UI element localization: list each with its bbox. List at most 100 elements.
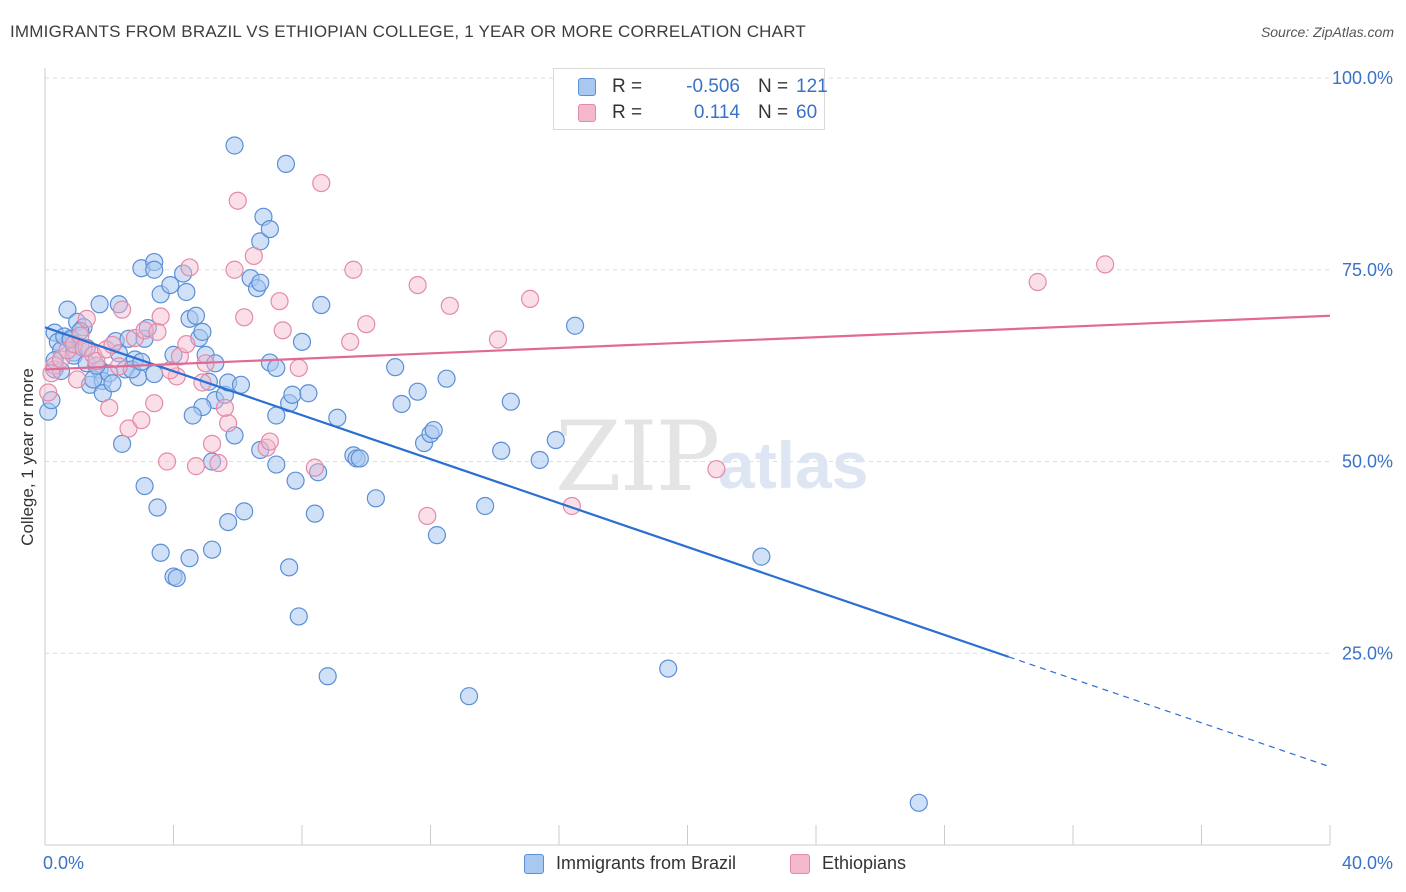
brazil-point bbox=[186, 306, 206, 325]
ethiopians-point bbox=[357, 315, 376, 334]
brazil-point bbox=[501, 392, 520, 411]
legend-r-label: R = bbox=[612, 76, 643, 97]
trendlines bbox=[44, 314, 1331, 768]
brazil-point bbox=[235, 502, 254, 521]
ethiopians-point bbox=[228, 191, 247, 210]
brazil-point bbox=[199, 372, 218, 391]
brazil-point bbox=[312, 295, 331, 315]
correlation-legend: R = -0.506 N = 121 R = 0.114 N = 60 bbox=[553, 68, 828, 130]
y-tick-label: 100.0% bbox=[1332, 68, 1393, 88]
brazil-point bbox=[145, 364, 164, 384]
y-tick-label: 50.0% bbox=[1342, 452, 1393, 472]
brazil-point bbox=[305, 504, 324, 523]
bottom-legend-swatch-brazil bbox=[524, 854, 544, 874]
x-tick-label: 40.0% bbox=[1342, 853, 1393, 873]
brazil-point bbox=[437, 369, 456, 388]
ethiopians-point bbox=[202, 434, 222, 453]
brazil-point bbox=[145, 260, 164, 279]
ethiopians-point bbox=[408, 275, 427, 295]
brazil-point bbox=[267, 455, 286, 474]
ethiopians-point bbox=[151, 307, 170, 326]
ethiopians-point bbox=[270, 292, 289, 311]
ethiopians-point bbox=[77, 309, 96, 328]
x-tick-label: 0.0% bbox=[43, 853, 84, 873]
ethiopians-point bbox=[125, 328, 145, 348]
brazil-point bbox=[177, 282, 196, 302]
brazil-point bbox=[180, 549, 199, 568]
ethiopians-point bbox=[148, 322, 167, 341]
brazil-point bbox=[231, 375, 251, 394]
brazil-point bbox=[260, 219, 279, 239]
brazil-point bbox=[659, 659, 678, 678]
brazil-point bbox=[161, 275, 180, 295]
brazil-point bbox=[427, 526, 447, 545]
brazil-point bbox=[392, 394, 411, 414]
brazil-point bbox=[251, 273, 270, 292]
series-brazil-points bbox=[39, 136, 928, 812]
brazil-point bbox=[87, 356, 106, 375]
brazil-point bbox=[135, 476, 154, 496]
ethiopians-point bbox=[260, 432, 279, 451]
y-tick-label: 75.0% bbox=[1342, 260, 1393, 280]
ethiopians-point bbox=[440, 296, 459, 315]
ethiopians-point bbox=[42, 364, 61, 383]
legend-n-value: 60 bbox=[796, 102, 818, 123]
brazil-point bbox=[148, 498, 167, 517]
brazil-point bbox=[167, 568, 186, 588]
brazil-trendline-extension bbox=[1008, 656, 1331, 768]
legend-n-value: 121 bbox=[796, 76, 828, 97]
ethiopians-point bbox=[312, 173, 331, 193]
ethiopians-point bbox=[1096, 255, 1115, 274]
legend-swatch-brazil bbox=[578, 78, 596, 96]
ethiopians-point bbox=[186, 457, 206, 476]
series-ethiopians-points bbox=[39, 173, 1115, 526]
ethiopians-point bbox=[244, 246, 263, 266]
brazil-point bbox=[424, 420, 443, 440]
brazil-point bbox=[350, 449, 369, 468]
brazil-point bbox=[565, 316, 585, 335]
ethiopians-point bbox=[177, 335, 196, 354]
tick-labels: 100.0% 75.0% 50.0% 25.0% 0.0% 40.0% bbox=[43, 68, 1393, 873]
ethiopians-point bbox=[157, 452, 177, 471]
brazil-point bbox=[109, 295, 128, 314]
ethiopians-point bbox=[119, 419, 138, 438]
brazil-point bbox=[225, 136, 244, 155]
bottom-legend-swatch-ethiopians bbox=[790, 854, 810, 874]
brazil-point bbox=[289, 607, 308, 626]
brazil-point bbox=[219, 512, 238, 532]
watermark-zip: ZIP bbox=[555, 401, 718, 513]
ethiopians-point bbox=[289, 358, 308, 378]
ethiopians-point bbox=[235, 308, 254, 327]
brazil-point bbox=[546, 430, 565, 450]
ethiopians-point bbox=[68, 370, 87, 389]
ethiopians-point bbox=[273, 321, 292, 340]
ethiopians-point bbox=[418, 506, 437, 526]
axes bbox=[44, 68, 1331, 846]
brazil-point bbox=[90, 295, 109, 314]
legend-swatch-ethiopians bbox=[578, 104, 596, 122]
brazil-point bbox=[386, 358, 405, 377]
brazil-point bbox=[193, 322, 212, 341]
ethiopians-point bbox=[707, 460, 726, 479]
legend-n-label: N = bbox=[758, 102, 789, 123]
ethiopians-point bbox=[100, 398, 119, 417]
brazil-point bbox=[292, 332, 312, 351]
brazil-point bbox=[366, 489, 385, 508]
ethiopians-point bbox=[132, 410, 151, 430]
ethiopians-trendline bbox=[44, 314, 1331, 371]
ethiopians-point bbox=[341, 332, 360, 351]
brazil-point bbox=[492, 441, 511, 460]
brazil-point bbox=[318, 667, 337, 686]
legend-n-label: N = bbox=[758, 76, 789, 97]
ethiopians-point bbox=[215, 398, 234, 417]
brazil-point bbox=[909, 793, 928, 812]
brazil-point bbox=[151, 543, 170, 562]
watermark-atlas: atlas bbox=[718, 428, 868, 502]
gridlines bbox=[45, 77, 1330, 654]
brazil-point bbox=[202, 540, 222, 559]
ethiopians-point bbox=[96, 340, 116, 359]
brazil-point bbox=[267, 358, 286, 378]
brazil-point bbox=[138, 318, 157, 338]
legend-r-value: -0.506 bbox=[686, 76, 740, 97]
